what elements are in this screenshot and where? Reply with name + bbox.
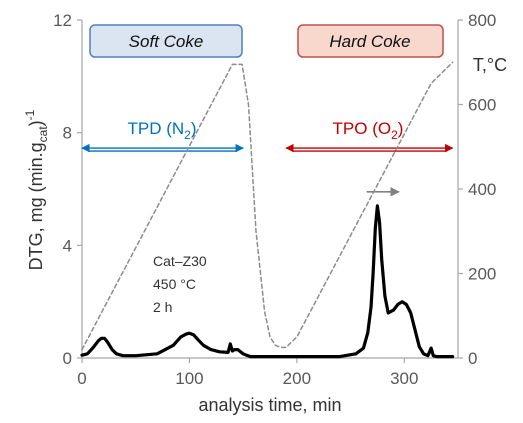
plot-series <box>80 61 455 359</box>
y-right-tick-label: 600 <box>468 96 496 115</box>
tpo-label: TPO (O2) <box>333 119 404 142</box>
y-right-tick-label: 200 <box>468 265 496 284</box>
sample-temperature-label: 450 °C <box>153 276 196 292</box>
temperature-series-line <box>81 61 454 351</box>
soft-coke-label: Soft Coke <box>129 32 204 51</box>
x-tick-label: 300 <box>390 369 418 388</box>
y-axis-left-title-sub: cat <box>36 126 50 143</box>
sample-duration-label: 2 h <box>153 299 172 315</box>
y-left-tick-label: 0 <box>63 349 72 368</box>
y-axis-left-title-sup: -1 <box>23 109 37 120</box>
y-left-tick-label: 8 <box>63 124 72 143</box>
y-right-ticks: 0 200 400 600 800 <box>458 11 496 368</box>
y-left-tick-label: 12 <box>53 11 72 30</box>
tpo-label-close: ) <box>398 119 404 138</box>
tpd-label-close: ) <box>191 119 197 138</box>
y-right-tick-label: 800 <box>468 11 496 30</box>
y-axis-left-title-close: ) <box>26 120 46 126</box>
sample-catalyst-label: Cat–Z30 <box>153 253 207 269</box>
soft-coke-box <box>89 24 243 58</box>
tpd-label-sub: 2 <box>184 128 191 142</box>
hard-coke-box <box>297 24 444 58</box>
hard-coke-label: Hard Coke <box>329 32 410 51</box>
y-right-tick-label: 0 <box>468 349 477 368</box>
y-axis-left-title: DTG, mg (min.gcat)-1 <box>23 109 50 270</box>
x-axis-title: analysis time, min <box>198 395 341 415</box>
x-axis-ticks: 0 100 200 300 <box>77 358 418 388</box>
y-axis-right-title: T,°C <box>473 55 507 75</box>
y-right-tick-label: 400 <box>468 180 496 199</box>
y-axis-left-title-main: DTG, mg (min.g <box>26 142 46 270</box>
x-tick-label: 200 <box>283 369 311 388</box>
x-tick-label: 100 <box>175 369 203 388</box>
dtg-series-line <box>80 204 455 359</box>
x-tick-label: 0 <box>77 369 86 388</box>
y-left-ticks: 0 4 8 12 <box>53 11 82 368</box>
tpd-label-main: TPD (N <box>127 119 184 138</box>
tpo-label-sub: 2 <box>391 128 398 142</box>
tpd-label: TPD (N2) <box>127 119 196 142</box>
tpo-label-main: TPO (O <box>333 119 392 138</box>
y-left-tick-label: 4 <box>63 236 72 255</box>
annotation-arrows <box>81 143 454 197</box>
